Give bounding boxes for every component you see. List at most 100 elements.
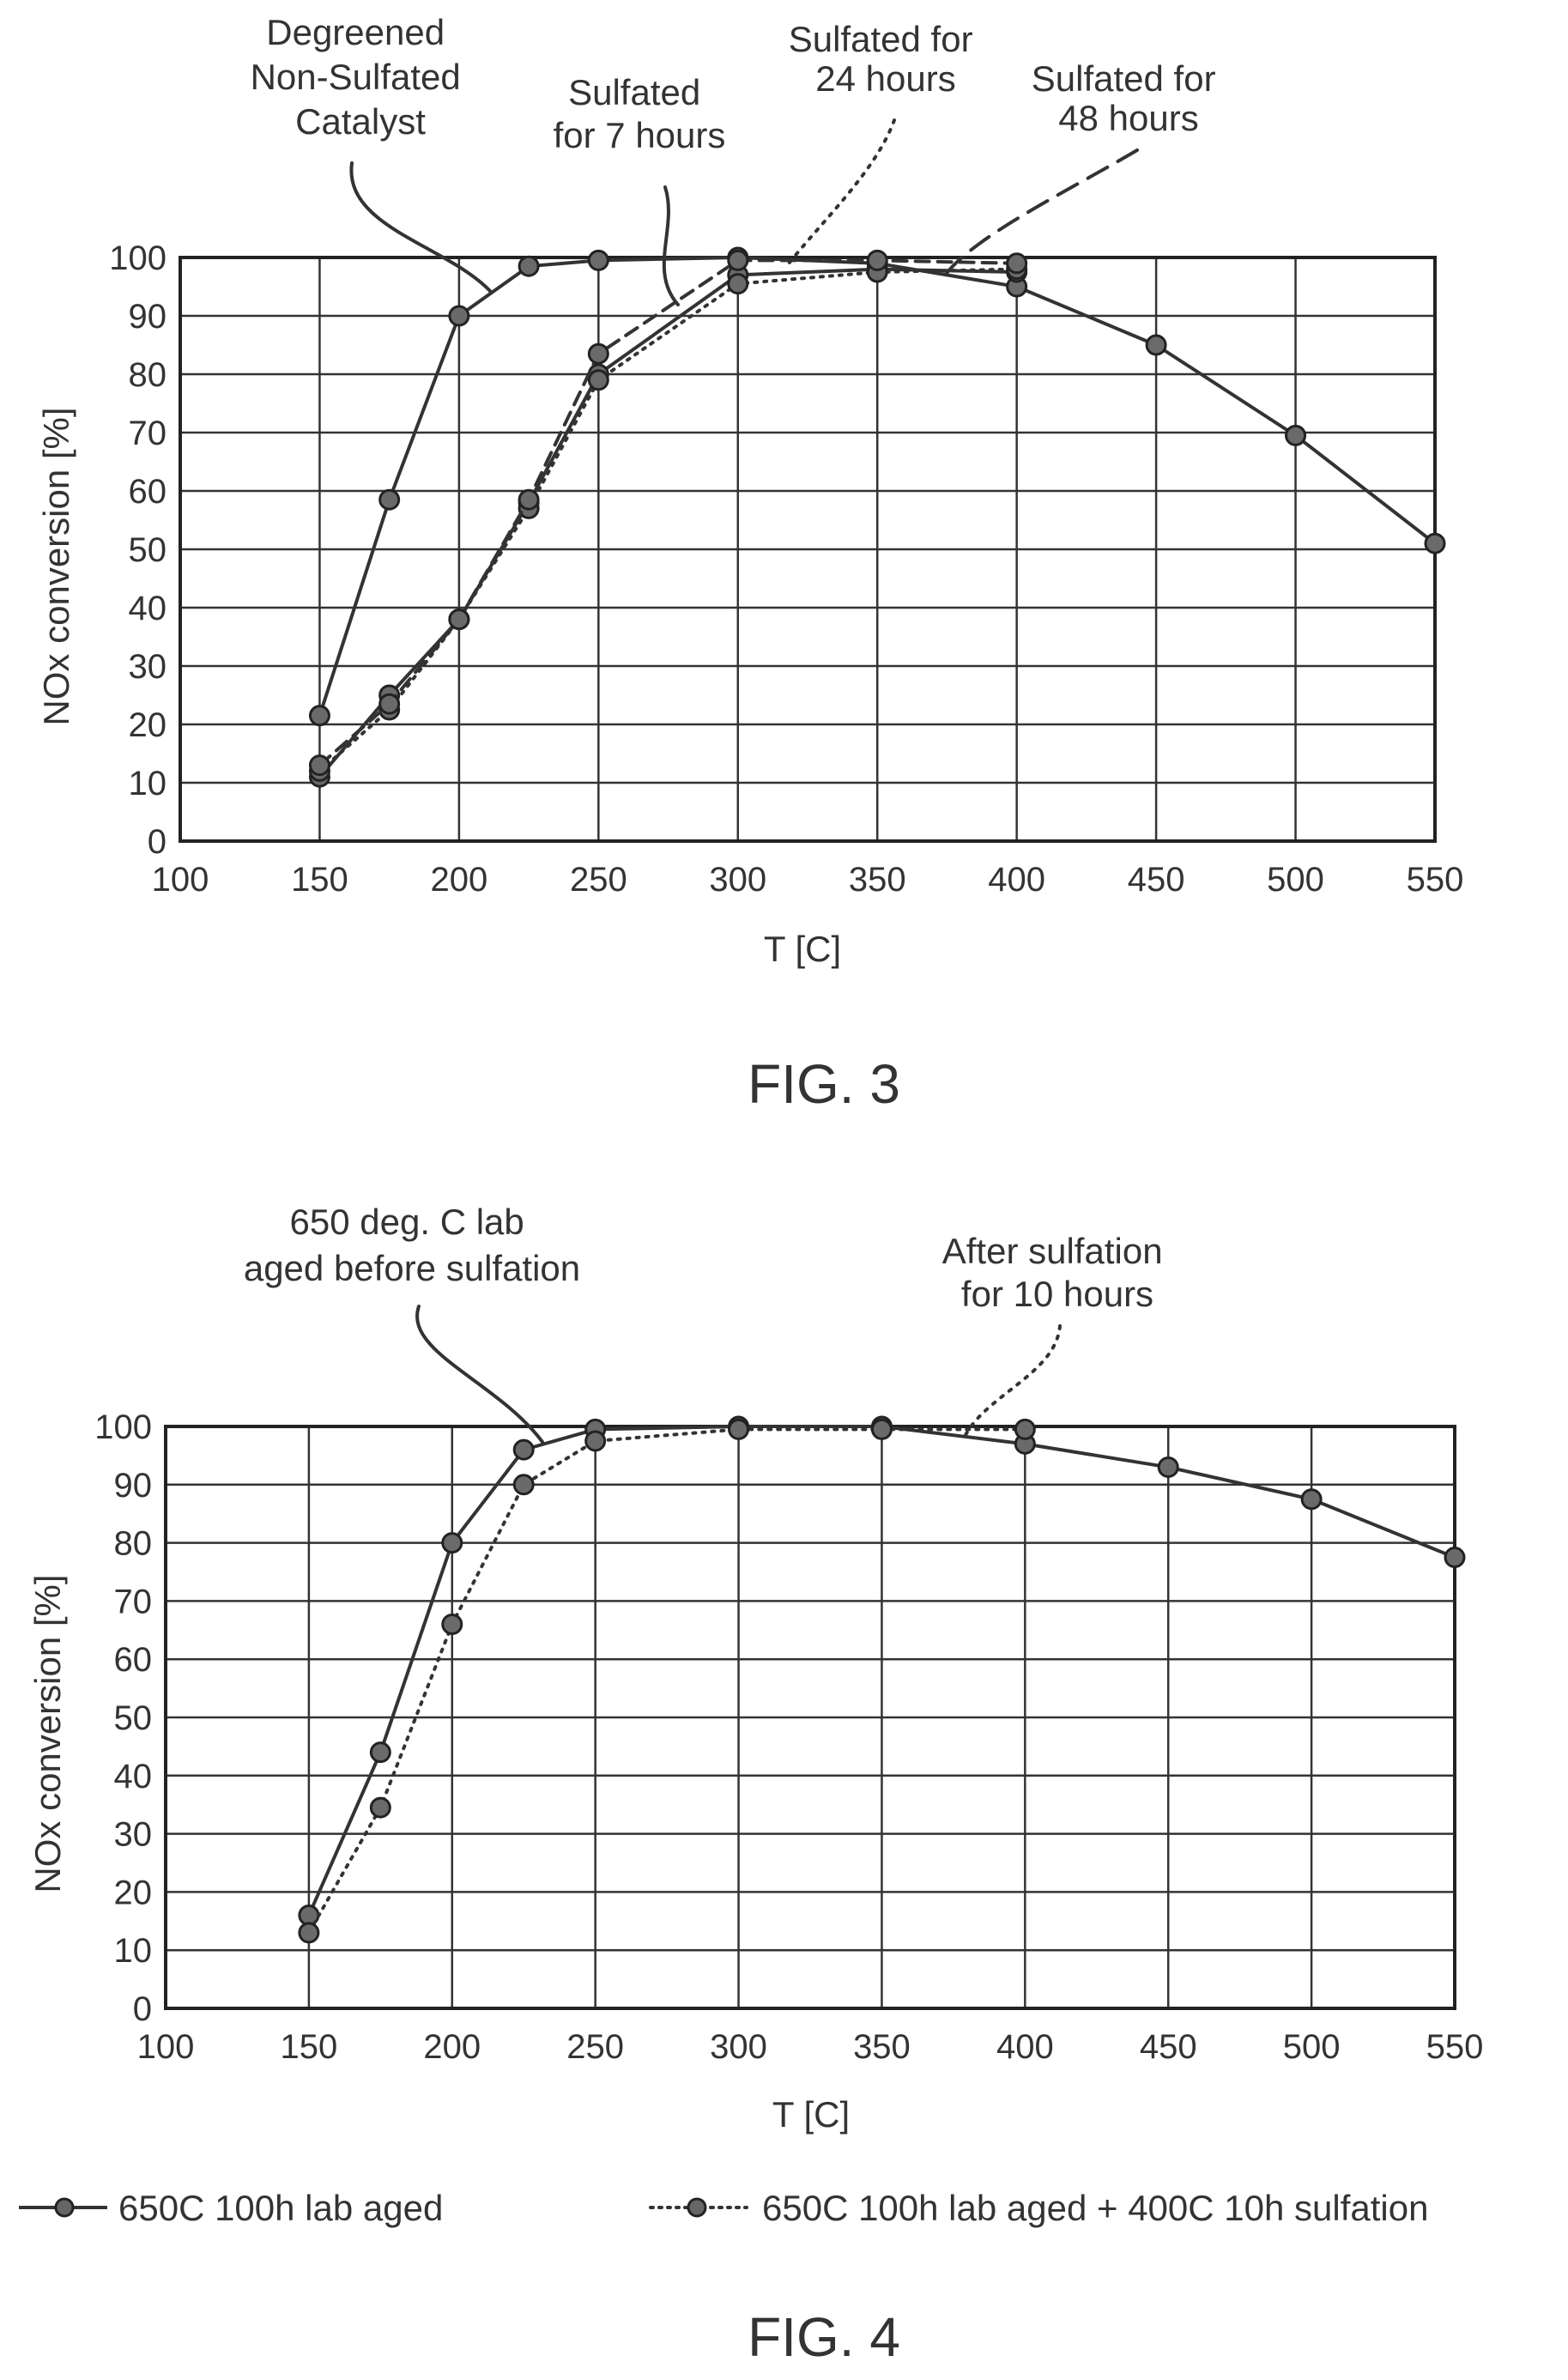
- fig3-x-tick-100: 100: [152, 861, 209, 899]
- fig3-x-tick-250: 250: [570, 861, 627, 899]
- fig3-series-3-point-250: [587, 342, 609, 365]
- fig3-series-3-point-300: [727, 249, 749, 271]
- fig4-annotation-aged: 650 deg. C lab aged before sulfation: [244, 1202, 580, 1288]
- fig4-y-tick-90: 90: [114, 1467, 153, 1505]
- fig3-y-tick-100: 100: [109, 239, 166, 277]
- fig3-series-0-point-550: [1424, 532, 1446, 554]
- fig3-series-3-point-150: [308, 754, 330, 777]
- fig4-y-tick-80: 80: [114, 1525, 153, 1563]
- fig3-annotation-7h-line2: for 7 hours: [554, 115, 726, 155]
- fig3-x-tick-550: 550: [1407, 861, 1464, 899]
- fig3-series-3-point-175: [378, 693, 401, 715]
- fig4-y-tick-100: 100: [94, 1408, 152, 1446]
- fig3-annotation-7h-line1: Sulfated: [568, 72, 700, 112]
- fig3-series-1-line: [318, 267, 1019, 779]
- fig3-x-tick-300: 300: [709, 861, 766, 899]
- fig3-chart: 100 150 200 250 300 350 400 450 500 550 0 10 20 30 40…: [36, 12, 1463, 1115]
- fig3-y-tick-10: 10: [129, 765, 167, 802]
- fig3-series-0-point-250: [587, 249, 609, 271]
- fig4-series-0-point-500: [1300, 1488, 1323, 1511]
- fig4-x-axis-label: T [C]: [772, 2094, 850, 2135]
- fig4-series-1-point-250: [584, 1430, 607, 1452]
- fig4-x-tick-350: 350: [853, 2028, 911, 2066]
- fig3-leader-0: [349, 161, 493, 294]
- fig4-series-0-point-225: [512, 1438, 535, 1461]
- fig4-annotation-leaders: [415, 1305, 1062, 1444]
- fig3-annotation-degreened-line3: Catalyst: [295, 101, 426, 142]
- fig3-x-tick-150: 150: [291, 861, 348, 899]
- fig3-x-tick-labels: 100 150 200 250 300 350 400 450 500 550: [152, 861, 1464, 899]
- fig4-leader-1: [964, 1324, 1062, 1437]
- fig4-series-group: [298, 1415, 1466, 1944]
- fig4-legend-label-dotted: 650C 100h lab aged + 400C 10h sulfation: [762, 2188, 1428, 2228]
- fig4-y-tick-0: 0: [133, 1990, 152, 2028]
- fig4-y-tick-50: 50: [114, 1699, 153, 1737]
- fig4-leader-0: [415, 1305, 544, 1444]
- fig3-series-0-point-150: [308, 705, 330, 727]
- fig3-annotation-7h: Sulfated for 7 hours: [554, 72, 726, 155]
- fig3-series-0-point-500: [1285, 424, 1307, 446]
- fig4-x-tick-550: 550: [1426, 2028, 1484, 2066]
- fig4-y-tick-40: 40: [114, 1758, 153, 1796]
- fig4-x-tick-250: 250: [566, 2028, 624, 2066]
- fig3-caption: FIG. 3: [748, 1053, 900, 1115]
- fig4-x-tick-labels: 100 150 200 250 300 350 400 450 500 550: [137, 2028, 1484, 2066]
- fig4-y-tick-30: 30: [114, 1816, 153, 1854]
- fig3-y-tick-40: 40: [129, 590, 167, 627]
- fig4-chart: 100 150 200 250 300 350 400 450 500 550 0 10 20 30 40…: [19, 1202, 1483, 2368]
- fig3-grid: [179, 256, 1437, 843]
- fig3-x-tick-200: 200: [431, 861, 488, 899]
- fig3-annotation-leaders: [349, 118, 1139, 306]
- fig3-y-tick-50: 50: [129, 531, 167, 569]
- fig3-series-3-point-200: [448, 609, 470, 631]
- fig4-annotation-sulfation: After sulfation for 10 hours: [942, 1231, 1172, 1314]
- fig4-legend-label-solid: 650C 100h lab aged: [118, 2188, 443, 2228]
- fig4-grid: [164, 1425, 1456, 2010]
- fig4-series-1-point-175: [369, 1796, 391, 1819]
- fig3-series-2-point-250: [587, 369, 609, 391]
- fig4-annotation-sulfation-line1: After sulfation: [942, 1231, 1163, 1271]
- fig4-y-tick-20: 20: [114, 1874, 153, 1911]
- fig3-annotation-24h: Sulfated for 24 hours: [789, 19, 983, 99]
- fig3-leader-3: [942, 148, 1139, 278]
- fig3-annotation-degreened-line2: Non-Sulfated: [251, 57, 461, 97]
- fig4-legend-marker-solid: [54, 2197, 75, 2218]
- fig3-annotation-48h-line2: 48 hours: [1058, 98, 1198, 138]
- fig4-series-1-point-150: [298, 1922, 320, 1944]
- fig3-series-3-point-350: [866, 249, 888, 271]
- fig3-x-tick-500: 500: [1267, 861, 1324, 899]
- fig4-y-tick-10: 10: [114, 1932, 153, 1970]
- fig3-annotation-48h-line1: Sulfated for: [1032, 58, 1216, 99]
- fig3-leader-2: [784, 118, 896, 269]
- fig3-y-axis-label: NOx conversion [%]: [36, 407, 76, 725]
- fig3-series-0-point-175: [378, 488, 401, 511]
- fig3-series-3-point-225: [518, 488, 540, 511]
- fig3-series-2-point-300: [727, 273, 749, 295]
- fig3-series-2-line: [318, 267, 1019, 773]
- fig3-y-tick-70: 70: [129, 415, 167, 452]
- fig4-x-tick-300: 300: [710, 2028, 767, 2066]
- fig3-y-tick-labels: 0 10 20 30 40 50 60 70 80 90 100: [109, 239, 166, 861]
- fig3-series-0-point-200: [448, 305, 470, 327]
- fig4-x-tick-200: 200: [423, 2028, 481, 2066]
- fig3-leader-1: [662, 185, 680, 306]
- fig3-annotation-24h-line1: Sulfated for: [789, 19, 973, 59]
- fig4-legend-marker-dotted: [687, 2197, 707, 2218]
- fig4-y-axis-label: NOx conversion [%]: [27, 1574, 68, 1892]
- fig4-series-1-point-200: [441, 1614, 463, 1636]
- fig3-x-tick-350: 350: [849, 861, 906, 899]
- fig4-y-tick-70: 70: [114, 1583, 153, 1620]
- fig3-y-tick-60: 60: [129, 473, 167, 511]
- fig4-y-tick-labels: 0 10 20 30 40 50 60 70 80 90 100: [94, 1408, 152, 2028]
- fig4-series-0-point-175: [369, 1741, 391, 1764]
- fig3-annotation-48h: Sulfated for 48 hours: [1032, 58, 1226, 138]
- fig4-series-1-point-300: [728, 1418, 750, 1440]
- fig3-y-tick-0: 0: [148, 823, 166, 861]
- fig3-x-tick-450: 450: [1128, 861, 1185, 899]
- fig4-legend: 650C 100h lab aged 650C 100h lab aged + …: [19, 2188, 1428, 2228]
- fig3-annotation-degreened: Degreened Non-Sulfated Catalyst: [251, 12, 471, 142]
- fig3-series-group: [308, 246, 1446, 788]
- fig3-annotation-degreened-line1: Degreened: [266, 12, 445, 52]
- fig4-series-0-point-450: [1157, 1456, 1179, 1478]
